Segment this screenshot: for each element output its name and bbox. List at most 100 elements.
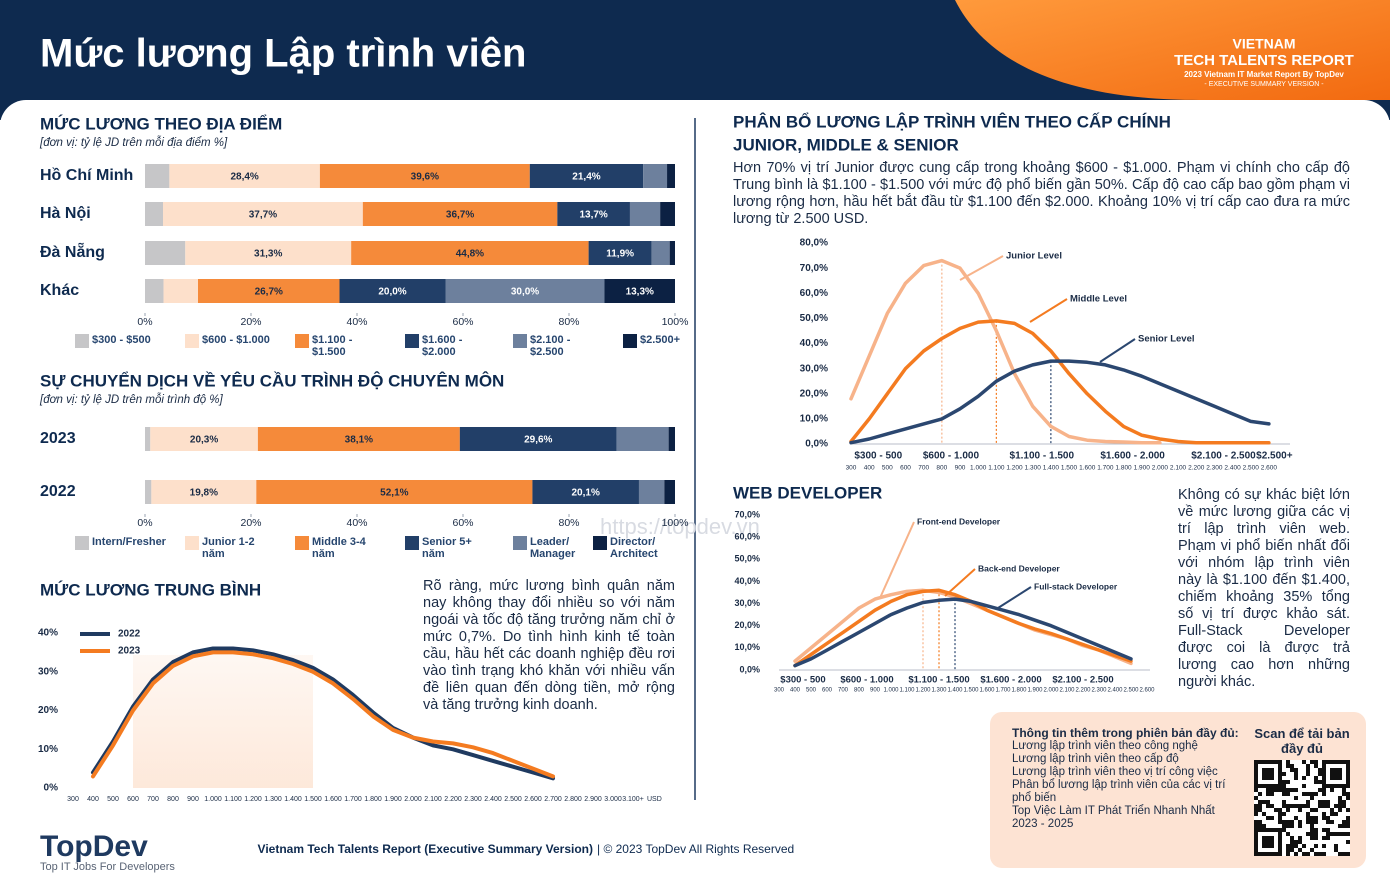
qr-module: [1290, 820, 1294, 824]
qr-module: [1254, 852, 1258, 856]
x-tick-label: 2.200: [444, 796, 462, 803]
x-tick-label: 1.600: [1079, 465, 1096, 472]
line-series: [793, 597, 1133, 668]
x-tick-label: 700: [147, 796, 159, 803]
x-tick-label: 2.000: [404, 796, 422, 803]
x-tick-label: 1.300: [264, 796, 282, 803]
qr-module: [1334, 812, 1338, 816]
x-tick-label: 100%: [662, 316, 689, 328]
x-tick-label: 800: [936, 465, 947, 472]
bar-segment: [362, 202, 558, 226]
paragraph: Rõ ràng, mức lương bình quân năm nay khô…: [423, 578, 675, 713]
qr-module: [1338, 852, 1342, 856]
qr-module: [1294, 776, 1298, 780]
qr-module: [1274, 828, 1278, 832]
qr-module: [1338, 772, 1342, 776]
annotation-leader: [944, 568, 976, 597]
bar-segment: [145, 279, 164, 303]
bar-segment: [529, 164, 644, 188]
qr-module: [1318, 780, 1322, 784]
y-tick-label: 60,0%: [800, 288, 828, 299]
qr-module: [1258, 852, 1262, 856]
x-tick-label: 2.600: [1139, 688, 1155, 694]
qr-module: [1310, 824, 1314, 828]
bar-segment: [145, 164, 170, 188]
line-series: [91, 650, 555, 779]
qr-module: [1278, 788, 1282, 792]
qr-module: [1258, 824, 1262, 828]
bar-segment: [185, 241, 352, 265]
legend-label: Director/ Architect: [610, 536, 658, 560]
legend-swatch: [405, 334, 419, 348]
data-label: 52,1%: [380, 488, 408, 499]
legend-item: $2.500+: [623, 334, 712, 348]
qr-module: [1290, 768, 1294, 772]
qr-module: [1278, 780, 1282, 784]
qr-module: [1278, 844, 1282, 848]
scan-label: Scan để tải bản đầy đủ: [1254, 726, 1350, 756]
bar-segment: [557, 202, 630, 226]
x-tick-label: 1.500: [1061, 465, 1078, 472]
legend-swatch: [513, 334, 527, 348]
qr-module: [1262, 852, 1266, 856]
qr-module: [1254, 808, 1258, 812]
qr-module: [1286, 848, 1290, 852]
qr-module: [1258, 804, 1262, 808]
y-tick-label: 70,0%: [800, 263, 828, 274]
legend-label: 2022: [118, 629, 141, 640]
x-tick-label: 300: [67, 796, 79, 803]
qr-module: [1278, 784, 1282, 788]
qr-module: [1254, 836, 1258, 840]
qr-module: [1286, 792, 1290, 796]
qr-module: [1318, 852, 1322, 856]
bar-segment: [198, 279, 340, 303]
info-item: Lương lập trình viên theo công nghệ: [1012, 740, 1198, 752]
x-tick-label: 2.700: [544, 796, 562, 803]
legend-swatch: [185, 536, 199, 550]
qr-module: [1254, 832, 1258, 836]
qr-module: [1302, 844, 1306, 848]
qr-module: [1258, 792, 1262, 796]
qr-module: [1274, 784, 1278, 788]
qr-module: [1346, 776, 1350, 780]
qr-module: [1254, 772, 1258, 776]
qr-module: [1254, 760, 1258, 764]
qr-module: [1290, 840, 1294, 844]
legend-label: Junior 1-2 năm: [202, 536, 255, 560]
bar-segment: [145, 241, 186, 265]
x-axis-label: USD: [647, 796, 662, 803]
qr-module: [1334, 804, 1338, 808]
qr-module: [1322, 836, 1326, 840]
qr-module: [1286, 808, 1290, 812]
x-group-label: $600 - 1.000: [923, 451, 980, 462]
legend-label: Intern/Fresher: [92, 536, 166, 548]
x-tick-label: 2.800: [564, 796, 582, 803]
x-tick-label: 2.400: [484, 796, 502, 803]
x-tick-label: 600: [900, 465, 911, 472]
x-group-label: $1.600 - 2.000: [1100, 451, 1165, 462]
data-label: 20,1%: [572, 488, 600, 499]
data-label: 29,6%: [524, 435, 552, 446]
qr-module: [1322, 788, 1326, 792]
qr-module: [1338, 784, 1342, 788]
qr-module: [1330, 772, 1334, 776]
qr-module: [1314, 792, 1318, 796]
qr-module: [1270, 840, 1274, 844]
qr-module: [1302, 776, 1306, 780]
qr-module: [1322, 812, 1326, 816]
qr-module: [1262, 836, 1266, 840]
legend-label: $1.100 - $1.500: [312, 334, 353, 358]
legend-item: Director/ Architect: [593, 536, 672, 560]
qr-module: [1254, 784, 1258, 788]
data-label: 39,6%: [411, 172, 439, 183]
qr-code[interactable]: [1254, 760, 1350, 856]
x-tick-label: 2.400: [1224, 465, 1241, 472]
bar-segment: [588, 241, 652, 265]
qr-module: [1326, 804, 1330, 808]
qr-module: [1266, 776, 1270, 780]
x-tick-label: 60%: [452, 517, 473, 529]
y-tick-label: 10,0%: [734, 642, 760, 652]
x-tick-label: 1.200: [1006, 465, 1023, 472]
